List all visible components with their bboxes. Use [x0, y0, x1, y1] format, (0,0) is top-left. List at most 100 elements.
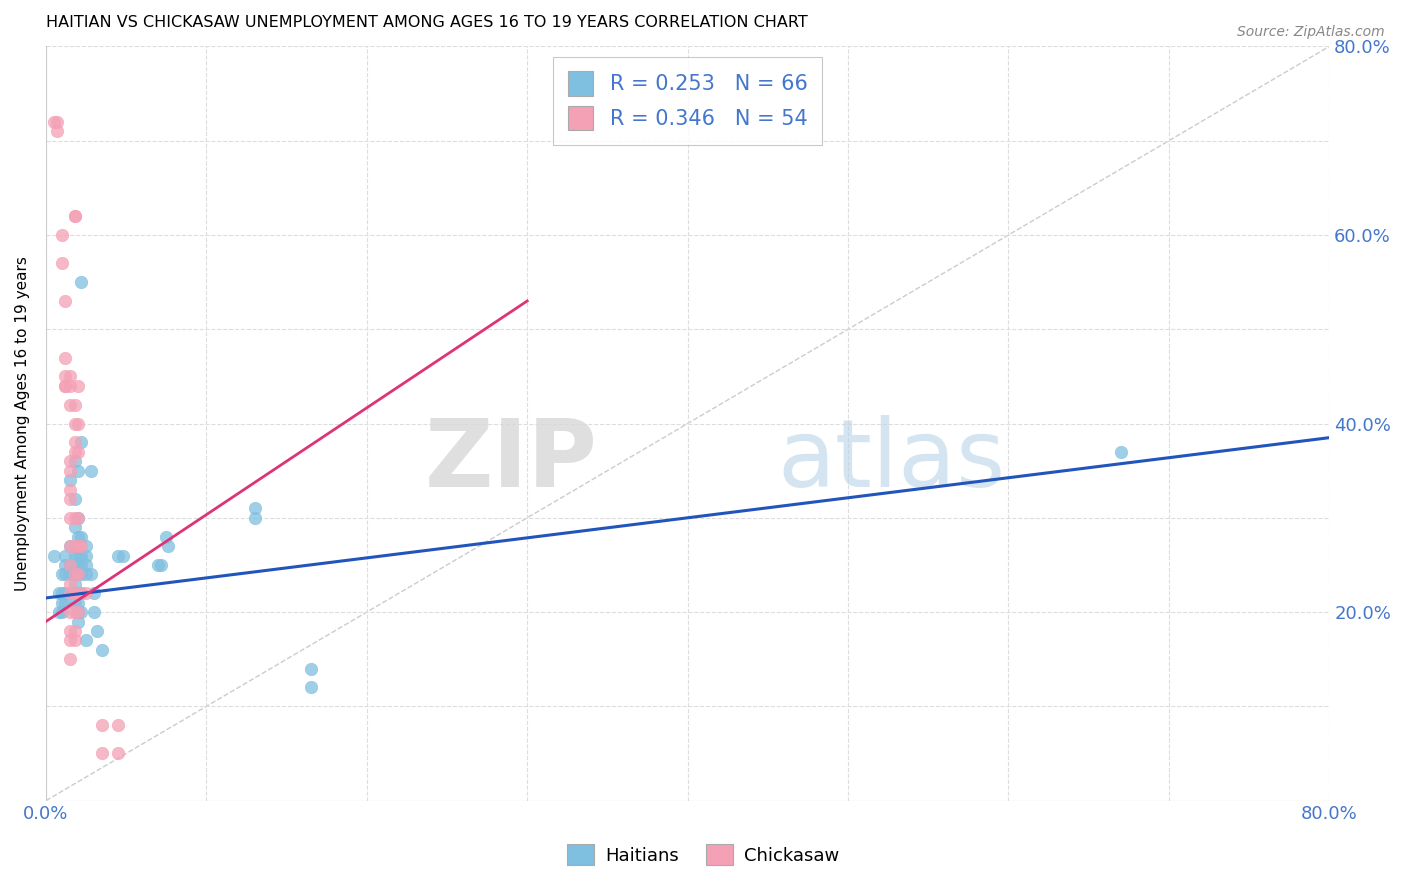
Point	[75, 549, 97, 563]
Point	[63, 520, 86, 534]
Point	[63, 209, 86, 223]
Point	[67, 605, 90, 619]
Point	[59, 539, 82, 553]
Point	[63, 454, 86, 468]
Point	[53, 369, 76, 384]
Point	[107, 718, 129, 732]
Point	[63, 633, 86, 648]
Point	[59, 652, 82, 666]
Point	[67, 558, 90, 572]
Point	[63, 549, 86, 563]
Point	[59, 464, 82, 478]
Point	[63, 491, 86, 506]
Point	[53, 379, 76, 393]
Point	[53, 558, 76, 572]
Point	[59, 558, 82, 572]
Point	[67, 586, 90, 600]
Point	[243, 501, 266, 516]
Point	[67, 567, 90, 582]
Point	[63, 586, 86, 600]
Point	[63, 445, 86, 459]
Legend: R = 0.253   N = 66, R = 0.346   N = 54: R = 0.253 N = 66, R = 0.346 N = 54	[554, 57, 823, 145]
Point	[150, 558, 173, 572]
Point	[70, 275, 93, 289]
Point	[67, 379, 90, 393]
Point	[51, 605, 73, 619]
Point	[59, 558, 82, 572]
Point	[59, 576, 82, 591]
Point	[59, 539, 82, 553]
Point	[63, 435, 86, 450]
Point	[42, 115, 65, 129]
Point	[75, 633, 97, 648]
Text: HAITIAN VS CHICKASAW UNEMPLOYMENT AMONG AGES 16 TO 19 YEARS CORRELATION CHART: HAITIAN VS CHICKASAW UNEMPLOYMENT AMONG …	[46, 15, 807, 30]
Point	[91, 718, 114, 732]
Point	[63, 586, 86, 600]
Point	[63, 558, 86, 572]
Point	[243, 510, 266, 524]
Point	[75, 567, 97, 582]
Point	[53, 293, 76, 308]
Point	[59, 369, 82, 384]
Point	[59, 567, 82, 582]
Point	[53, 567, 76, 582]
Point	[48, 586, 70, 600]
Point	[67, 510, 90, 524]
Point	[67, 605, 90, 619]
Point	[63, 539, 86, 553]
Point	[51, 567, 73, 582]
Y-axis label: Unemployment Among Ages 16 to 19 years: Unemployment Among Ages 16 to 19 years	[15, 256, 30, 591]
Point	[63, 209, 86, 223]
Point	[70, 435, 93, 450]
Point	[67, 549, 90, 563]
Point	[59, 473, 82, 487]
Point	[59, 483, 82, 497]
Point	[107, 549, 129, 563]
Point	[83, 586, 105, 600]
Point	[63, 576, 86, 591]
Point	[70, 586, 93, 600]
Point	[53, 586, 76, 600]
Point	[51, 227, 73, 242]
Point	[148, 558, 170, 572]
Point	[155, 530, 177, 544]
Point	[63, 605, 86, 619]
Point	[67, 586, 90, 600]
Point	[63, 567, 86, 582]
Point	[1109, 445, 1132, 459]
Point	[80, 464, 103, 478]
Point	[51, 596, 73, 610]
Point	[91, 747, 114, 761]
Point	[70, 530, 93, 544]
Text: Source: ZipAtlas.com: Source: ZipAtlas.com	[1237, 25, 1385, 39]
Point	[70, 605, 93, 619]
Point	[107, 747, 129, 761]
Point	[63, 624, 86, 638]
Point	[299, 681, 322, 695]
Point	[86, 624, 108, 638]
Point	[59, 454, 82, 468]
Point	[156, 539, 179, 553]
Point	[59, 491, 82, 506]
Point	[75, 558, 97, 572]
Point	[63, 596, 86, 610]
Point	[67, 464, 90, 478]
Point	[67, 596, 90, 610]
Point	[51, 586, 73, 600]
Point	[51, 256, 73, 270]
Point	[53, 549, 76, 563]
Text: atlas: atlas	[778, 416, 1005, 508]
Legend: Haitians, Chickasaw: Haitians, Chickasaw	[558, 835, 848, 874]
Point	[63, 567, 86, 582]
Point	[299, 662, 322, 676]
Point	[59, 510, 82, 524]
Point	[46, 124, 69, 138]
Point	[67, 417, 90, 431]
Point	[59, 633, 82, 648]
Point	[70, 567, 93, 582]
Point	[91, 642, 114, 657]
Point	[67, 445, 90, 459]
Point	[67, 510, 90, 524]
Point	[59, 398, 82, 412]
Point	[53, 351, 76, 365]
